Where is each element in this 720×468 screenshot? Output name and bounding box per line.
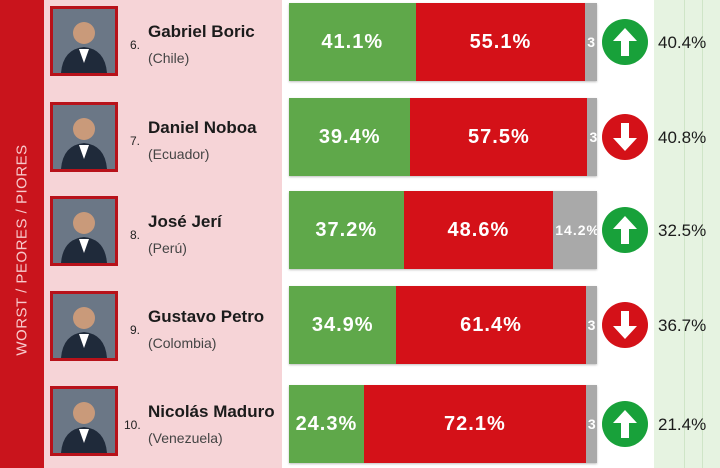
disapprove-segment: 55.1%	[415, 3, 586, 81]
portrait-photo	[50, 291, 118, 361]
arrow-down-icon	[602, 302, 648, 348]
arrow-up-icon	[602, 207, 648, 253]
disapprove-segment: 48.6%	[403, 191, 554, 269]
leader-name: Daniel Noboa	[148, 118, 257, 137]
portrait-photo	[50, 6, 118, 76]
approve-segment: 34.9%	[289, 286, 397, 364]
rank-number: 9.	[130, 323, 141, 337]
approve-segment: 37.2%	[289, 191, 404, 269]
previous-value: 21.4%	[658, 415, 707, 434]
leader-name: José Jerí	[148, 212, 222, 231]
previous-values-column	[654, 0, 720, 468]
portrait-photo	[50, 196, 118, 266]
other-segment: 3.6	[585, 385, 597, 463]
grid-line	[702, 0, 703, 468]
rank-number: 10.	[124, 418, 141, 432]
leader-country: (Perú)	[148, 240, 187, 256]
disapprove-segment: 57.5%	[410, 98, 588, 176]
arrow-up-icon	[602, 19, 648, 65]
disapprove-segment: 72.1%	[363, 385, 586, 463]
portrait-photo	[50, 102, 118, 172]
other-segment: 3.8	[585, 3, 597, 81]
previous-value: 40.8%	[658, 128, 707, 147]
leader-name: Gabriel Boric	[148, 22, 255, 41]
approve-segment: 39.4%	[289, 98, 411, 176]
side-label: WORST / PEORES / PIORES	[13, 144, 31, 356]
rank-number: 8.	[130, 228, 141, 242]
approve-segment: 41.1%	[289, 3, 416, 81]
portrait-photo	[50, 386, 118, 456]
arrow-down-icon	[602, 114, 648, 160]
side-banner: WORST / PEORES / PIORES	[0, 0, 44, 468]
leader-country: (Chile)	[148, 50, 190, 66]
rank-number: 7.	[130, 134, 141, 148]
leader-country: (Ecuador)	[148, 146, 210, 162]
leader-name: Gustavo Petro	[148, 307, 265, 326]
approval-bar: 24.3%72.1%3.6	[289, 385, 597, 463]
previous-value: 32.5%	[658, 221, 707, 240]
leader-name: Nicolás Maduro	[148, 402, 275, 421]
approve-segment: 24.3%	[289, 385, 364, 463]
approval-bar: 39.4%57.5%3.1	[289, 98, 597, 176]
disapprove-segment: 61.4%	[396, 286, 586, 364]
previous-value: 36.7%	[658, 316, 707, 335]
arrow-up-icon	[602, 401, 648, 447]
approval-bar: 37.2% 48.6% 14.2%	[289, 191, 597, 269]
other-segment: 3.7	[585, 286, 597, 364]
grid-line	[684, 0, 685, 468]
other-segment: 14.2%	[553, 191, 597, 269]
approval-bar: 41.1%55.1%3.8	[289, 3, 597, 81]
approval-bar: 34.9%61.4%3.7	[289, 286, 597, 364]
leader-country: (Venezuela)	[148, 430, 223, 446]
rank-number: 6.	[130, 38, 141, 52]
other-segment: 3.1	[587, 98, 597, 176]
leader-country: (Colombia)	[148, 335, 217, 351]
previous-value: 40.4%	[658, 33, 707, 52]
